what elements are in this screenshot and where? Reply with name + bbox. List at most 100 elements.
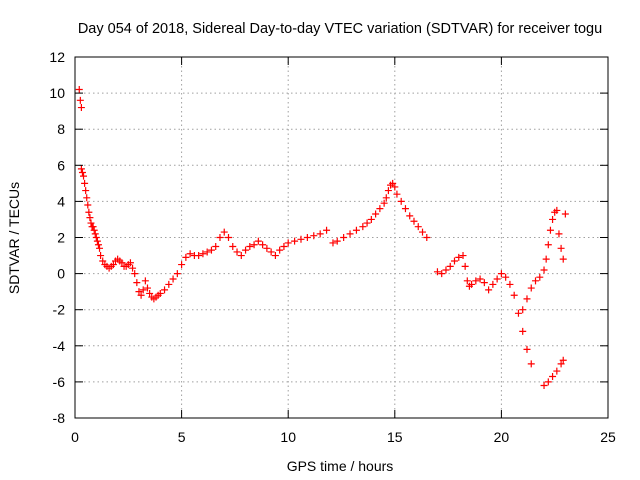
data-point xyxy=(84,201,92,209)
data-point xyxy=(363,219,371,227)
data-point xyxy=(389,179,397,187)
data-point xyxy=(254,237,262,245)
data-point xyxy=(489,280,497,288)
x-tick-label: 20 xyxy=(494,429,510,445)
data-point xyxy=(333,237,341,245)
data-point xyxy=(559,356,567,364)
data-point xyxy=(540,266,548,274)
data-point xyxy=(540,382,548,390)
data-point xyxy=(397,197,405,205)
data-point xyxy=(497,270,505,278)
data-point xyxy=(237,252,245,260)
data-point xyxy=(207,246,215,254)
data-point xyxy=(480,279,488,287)
data-point xyxy=(156,289,164,297)
data-point xyxy=(173,270,181,278)
data-point xyxy=(250,241,258,249)
data-point xyxy=(82,187,90,195)
data-point xyxy=(146,289,154,297)
data-point xyxy=(77,165,85,173)
y-tick-labels: -8 -6 -4 -2 0 2 4 6 8 10 12 xyxy=(49,49,65,426)
data-point xyxy=(455,253,463,261)
data-point xyxy=(225,234,233,241)
data-point xyxy=(291,237,299,245)
data-point xyxy=(359,223,367,231)
data-point xyxy=(81,179,89,187)
data-point xyxy=(310,232,318,240)
data-point xyxy=(90,226,98,234)
data-point xyxy=(316,230,324,238)
data-point xyxy=(203,248,211,256)
data-point xyxy=(131,270,139,278)
data-point xyxy=(96,244,104,252)
chart-title: Day 054 of 2018, Sidereal Day-to-day VTE… xyxy=(78,21,602,37)
data-point xyxy=(93,237,101,245)
data-point xyxy=(178,261,186,269)
data-point xyxy=(438,270,446,278)
data-point xyxy=(143,284,151,292)
x-tick-labels: 0 5 10 15 20 25 xyxy=(71,429,616,445)
data-point xyxy=(263,244,271,252)
data-point xyxy=(139,286,147,294)
data-point xyxy=(199,250,207,258)
y-tick-label: -6 xyxy=(53,374,66,390)
data-point xyxy=(329,239,337,247)
data-point xyxy=(92,234,100,241)
data-point xyxy=(510,291,518,299)
data-point xyxy=(83,194,91,202)
data-point xyxy=(549,215,557,223)
y-tick-label: -2 xyxy=(53,302,66,318)
y-axis-label: SDTVAR / TECUs xyxy=(6,182,22,294)
x-axis-label: GPS time / hours xyxy=(287,458,394,474)
y-tick-label: -8 xyxy=(53,410,66,426)
data-point xyxy=(212,243,220,251)
data-points xyxy=(75,85,569,390)
data-point xyxy=(76,96,84,104)
data-point xyxy=(544,378,552,386)
data-point xyxy=(476,275,484,283)
data-point xyxy=(406,212,414,220)
data-point xyxy=(561,210,569,218)
data-point xyxy=(393,190,401,198)
data-point xyxy=(442,266,450,274)
data-point xyxy=(141,277,149,285)
x-tick-label: 10 xyxy=(280,429,296,445)
data-point xyxy=(303,234,311,241)
data-point xyxy=(186,250,194,258)
data-point xyxy=(391,183,399,191)
data-point xyxy=(557,244,565,252)
data-point xyxy=(346,230,354,238)
data-point xyxy=(450,257,458,265)
data-point xyxy=(271,252,279,260)
data-point xyxy=(493,275,501,283)
data-point xyxy=(129,264,137,272)
x-tick-label: 0 xyxy=(71,429,79,445)
data-point xyxy=(401,205,409,213)
axes xyxy=(74,56,609,419)
data-point xyxy=(182,253,190,261)
data-point xyxy=(99,257,107,265)
data-point xyxy=(233,248,241,256)
data-point xyxy=(472,277,480,285)
y-tick-label: 4 xyxy=(57,193,65,209)
data-point xyxy=(161,286,169,294)
y-tick-label: 8 xyxy=(57,121,65,137)
data-point xyxy=(87,219,95,227)
data-point xyxy=(553,367,561,375)
data-point xyxy=(77,104,85,112)
data-point xyxy=(468,280,476,288)
data-point xyxy=(523,295,531,303)
data-point xyxy=(216,234,224,241)
data-point xyxy=(485,286,493,294)
data-point xyxy=(527,360,535,368)
data-point xyxy=(519,306,527,314)
data-point xyxy=(75,85,83,93)
data-point xyxy=(367,215,375,223)
data-point xyxy=(137,291,145,299)
data-point xyxy=(544,241,552,249)
data-point xyxy=(461,262,469,270)
data-point xyxy=(506,280,514,288)
data-point xyxy=(86,214,94,222)
data-point xyxy=(519,327,527,335)
data-point xyxy=(259,241,267,249)
